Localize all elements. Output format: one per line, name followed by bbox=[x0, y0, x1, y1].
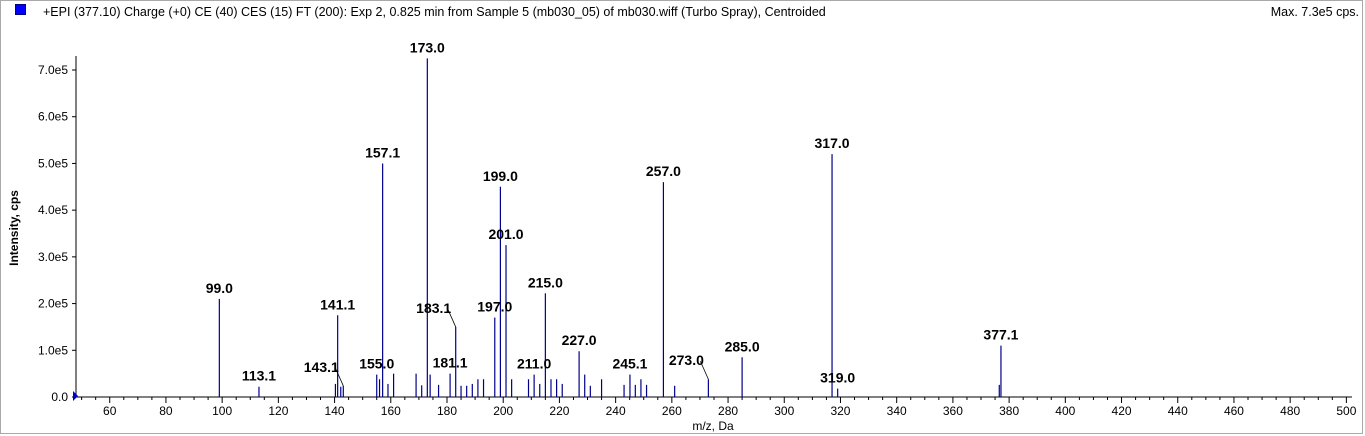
peak-label: 317.0 bbox=[815, 135, 850, 151]
x-axis-ticks: 60 80 100 120 140 160 180 200 220 240 260 280 300 320… bbox=[81, 397, 1357, 418]
x-tick-label: 140 bbox=[325, 404, 345, 418]
peak-label: 319.0 bbox=[820, 370, 855, 386]
x-tick-label: 380 bbox=[999, 404, 1019, 418]
y-axis-label: Intensity, cps bbox=[7, 190, 21, 266]
x-tick-label: 360 bbox=[943, 404, 963, 418]
label-leader-line bbox=[334, 367, 344, 386]
peak-label: 273.0 bbox=[669, 352, 704, 368]
peak-label: 215.0 bbox=[528, 274, 563, 290]
x-tick-label: 460 bbox=[1224, 404, 1244, 418]
peak-label: 199.0 bbox=[483, 168, 518, 184]
peak-label: 211.0 bbox=[517, 356, 551, 372]
x-tick-label: 80 bbox=[159, 404, 173, 418]
peak-label: 245.1 bbox=[612, 356, 647, 372]
peak-bars bbox=[218, 58, 1002, 397]
x-tick-label: 300 bbox=[774, 404, 794, 418]
peak-label: 377.1 bbox=[983, 327, 1018, 343]
axis-cursor-marker[interactable] bbox=[73, 391, 78, 401]
y-tick-label: 6.0e5 bbox=[38, 110, 68, 124]
x-tick-label: 340 bbox=[887, 404, 907, 418]
peak-label: 183.1 bbox=[416, 300, 451, 316]
chart-header: +EPI (377.10) Charge (+0) CE (40) CES (1… bbox=[0, 0, 1365, 24]
x-tick-label: 260 bbox=[662, 404, 682, 418]
y-tick-label: 2.0e5 bbox=[38, 297, 68, 311]
legend-swatch[interactable] bbox=[15, 4, 26, 15]
peak-label: 141.1 bbox=[320, 296, 355, 312]
peak-label: 157.1 bbox=[365, 144, 400, 160]
peak-label: 257.0 bbox=[646, 163, 681, 179]
y-tick-label: 4.0e5 bbox=[38, 203, 68, 217]
chart-title: +EPI (377.10) Charge (+0) CE (40) CES (1… bbox=[43, 5, 826, 19]
x-tick-label: 280 bbox=[718, 404, 738, 418]
y-axis-ticks: 0.0 1.0e5 2.0e5 3.0e5 4.0e5 5.0e5 6.0e5 7.0e5 bbox=[38, 63, 76, 404]
peak-label: 173.0 bbox=[410, 39, 445, 55]
x-tick-label: 180 bbox=[437, 404, 457, 418]
x-tick-label: 420 bbox=[1112, 404, 1132, 418]
x-axis-label: m/z, Da bbox=[692, 419, 734, 433]
y-tick-label: 0.0 bbox=[51, 390, 68, 404]
y-tick-label: 3.0e5 bbox=[38, 250, 68, 264]
peak-label: 181.1 bbox=[433, 355, 468, 371]
max-intensity-label: Max. 7.3e5 cps. bbox=[1270, 5, 1359, 19]
peak-label: 227.0 bbox=[562, 332, 597, 348]
peak-label: 155.0 bbox=[359, 356, 394, 372]
x-tick-label: 220 bbox=[549, 404, 569, 418]
x-tick-label: 400 bbox=[1055, 404, 1075, 418]
axes bbox=[75, 56, 1352, 398]
peak-label: 201.0 bbox=[488, 226, 523, 242]
x-tick-label: 120 bbox=[268, 404, 288, 418]
peak-label: 285.0 bbox=[725, 338, 760, 354]
x-tick-label: 100 bbox=[212, 404, 232, 418]
x-tick-label: 320 bbox=[830, 404, 850, 418]
peak-label: 99.0 bbox=[206, 280, 233, 296]
peak-labels: 99.0 113.1 141.1 143.1 155.0 157.1 173.0 181.1 1… bbox=[206, 39, 1019, 386]
label-leader-line bbox=[447, 308, 457, 328]
x-tick-label: 200 bbox=[493, 404, 513, 418]
peak-label: 143.1 bbox=[304, 359, 339, 375]
y-tick-label: 7.0e5 bbox=[38, 63, 68, 77]
label-leader-line bbox=[700, 361, 709, 380]
y-tick-label: 1.0e5 bbox=[38, 343, 68, 357]
x-tick-label: 60 bbox=[103, 404, 117, 418]
x-tick-label: 500 bbox=[1336, 404, 1356, 418]
x-tick-label: 480 bbox=[1280, 404, 1300, 418]
x-tick-label: 240 bbox=[606, 404, 626, 418]
peak-label: 113.1 bbox=[242, 368, 276, 384]
y-tick-label: 5.0e5 bbox=[38, 156, 68, 170]
peak-label: 197.0 bbox=[477, 299, 512, 315]
x-tick-label: 160 bbox=[381, 404, 401, 418]
x-tick-label: 440 bbox=[1168, 404, 1188, 418]
